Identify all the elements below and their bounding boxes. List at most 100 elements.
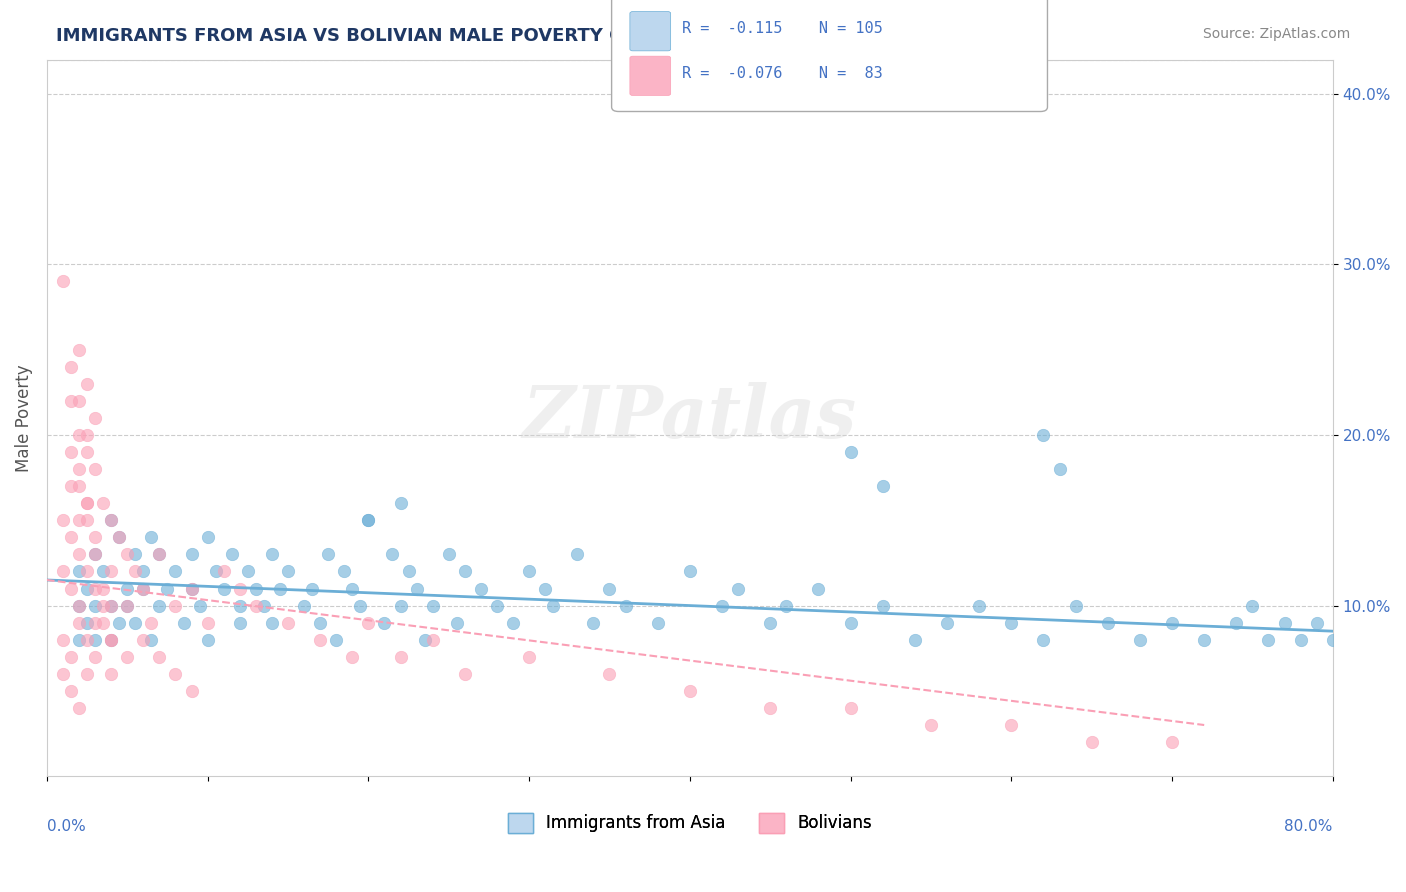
Point	[567, 548, 589, 562]
Point	[100, 666, 122, 681]
Point	[357, 615, 380, 630]
Point	[1080, 735, 1102, 749]
Point	[245, 599, 267, 613]
Point	[67, 548, 90, 562]
Point	[91, 615, 114, 630]
Point	[156, 582, 179, 596]
Point	[204, 565, 226, 579]
Point	[59, 479, 82, 493]
Point	[100, 632, 122, 647]
Point	[132, 582, 155, 596]
Point	[517, 649, 540, 664]
Point	[775, 599, 797, 613]
Point	[1241, 599, 1264, 613]
Point	[301, 582, 323, 596]
Point	[59, 530, 82, 544]
Point	[582, 615, 605, 630]
Point	[117, 599, 139, 613]
Point	[325, 632, 347, 647]
Point	[148, 548, 170, 562]
Point	[100, 513, 122, 527]
Point	[100, 632, 122, 647]
Point	[165, 599, 187, 613]
Text: 0.0%: 0.0%	[46, 819, 86, 834]
Point	[84, 462, 107, 476]
Point	[76, 496, 98, 510]
Point	[59, 649, 82, 664]
Point	[67, 701, 90, 715]
Point	[309, 615, 332, 630]
Legend: Immigrants from Asia, Bolivians: Immigrants from Asia, Bolivians	[501, 805, 879, 839]
Point	[1064, 599, 1087, 613]
Point	[108, 615, 131, 630]
Point	[389, 599, 412, 613]
Point	[534, 582, 557, 596]
Point	[1274, 615, 1296, 630]
Point	[91, 565, 114, 579]
Text: ZIPatlas: ZIPatlas	[523, 383, 856, 453]
Point	[67, 428, 90, 442]
Point	[229, 582, 252, 596]
Point	[446, 615, 468, 630]
Point	[124, 565, 146, 579]
Point	[67, 565, 90, 579]
Point	[108, 530, 131, 544]
Point	[260, 615, 283, 630]
Point	[59, 445, 82, 459]
Point	[1225, 615, 1247, 630]
Point	[132, 582, 155, 596]
Point	[936, 615, 959, 630]
Point	[1161, 615, 1184, 630]
Point	[485, 599, 508, 613]
Text: R =  -0.076    N =  83: R = -0.076 N = 83	[682, 66, 883, 80]
Point	[141, 632, 163, 647]
Point	[76, 615, 98, 630]
Point	[405, 582, 427, 596]
Point	[454, 666, 477, 681]
Point	[422, 599, 444, 613]
Text: R =  -0.115    N = 105: R = -0.115 N = 105	[682, 21, 883, 36]
Point	[52, 666, 75, 681]
Point	[124, 548, 146, 562]
Point	[727, 582, 749, 596]
Point	[165, 666, 187, 681]
Point	[59, 582, 82, 596]
Point	[502, 615, 524, 630]
Point	[124, 615, 146, 630]
Point	[437, 548, 460, 562]
Point	[872, 479, 894, 493]
Point	[541, 599, 564, 613]
Point	[76, 632, 98, 647]
Text: Source: ZipAtlas.com: Source: ZipAtlas.com	[1202, 27, 1350, 41]
Point	[117, 548, 139, 562]
Point	[84, 615, 107, 630]
Point	[517, 565, 540, 579]
Point	[59, 393, 82, 408]
Point	[1129, 632, 1152, 647]
Point	[212, 582, 235, 596]
Point	[76, 376, 98, 391]
Point	[67, 479, 90, 493]
Point	[1257, 632, 1279, 647]
Point	[132, 565, 155, 579]
Point	[967, 599, 990, 613]
Point	[229, 599, 252, 613]
Point	[398, 565, 420, 579]
Point	[904, 632, 927, 647]
Point	[1322, 632, 1344, 647]
Point	[1049, 462, 1071, 476]
Point	[100, 632, 122, 647]
Point	[84, 548, 107, 562]
Point	[148, 599, 170, 613]
Point	[84, 410, 107, 425]
Point	[188, 599, 211, 613]
Point	[173, 615, 195, 630]
Point	[245, 582, 267, 596]
Point	[148, 649, 170, 664]
Point	[381, 548, 404, 562]
Point	[76, 582, 98, 596]
Point	[197, 530, 219, 544]
Point	[260, 548, 283, 562]
Point	[333, 565, 356, 579]
Point	[342, 582, 364, 596]
